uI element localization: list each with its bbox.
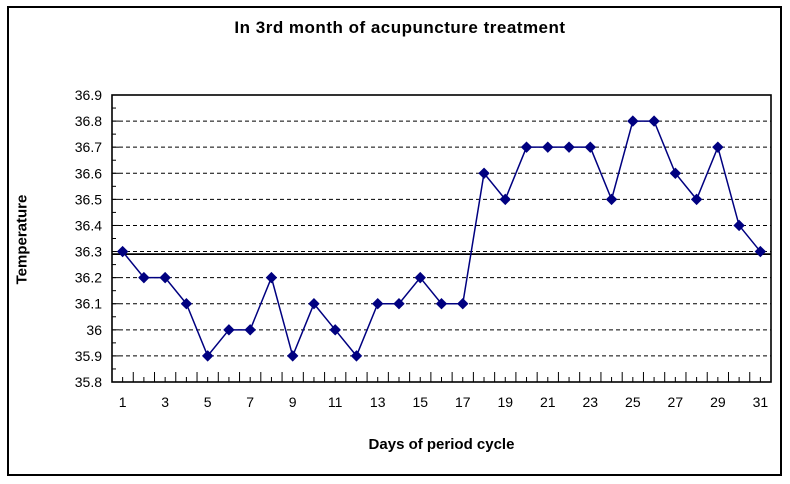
x-axis-title: Days of period cycle — [368, 436, 515, 453]
data-point-marker — [180, 298, 193, 310]
data-point-marker — [542, 141, 554, 153]
x-tick-label: 3 — [161, 394, 169, 410]
data-point-marker — [435, 298, 448, 310]
data-point-marker — [393, 298, 405, 310]
data-point-marker — [712, 141, 724, 153]
x-tick-label: 31 — [753, 394, 769, 410]
x-tick-label: 11 — [328, 394, 343, 410]
x-tick-label: 1 — [119, 394, 127, 410]
x-tick-label: 13 — [370, 394, 386, 410]
data-point-marker — [478, 167, 490, 179]
y-tick-label: 35.8 — [75, 374, 102, 390]
y-tick-label: 36 — [86, 322, 102, 338]
data-point-marker — [159, 271, 171, 284]
data-point-marker — [648, 115, 660, 127]
data-point-marker — [499, 193, 511, 206]
x-tick-label: 15 — [412, 394, 428, 410]
data-point-marker — [733, 219, 745, 232]
data-point-marker — [138, 271, 150, 284]
x-tick-label: 21 — [540, 394, 556, 410]
data-point-marker — [627, 115, 639, 127]
data-point-marker — [223, 324, 235, 336]
y-tick-label: 36.9 — [75, 87, 102, 103]
data-point-marker — [329, 324, 341, 336]
y-tick-label: 36.7 — [75, 139, 102, 155]
data-point-marker — [669, 167, 682, 179]
data-point-marker — [116, 245, 129, 258]
data-point-marker — [308, 298, 320, 310]
y-tick-label: 36.4 — [75, 217, 102, 233]
data-point-marker — [457, 298, 469, 310]
data-point-marker — [350, 350, 363, 362]
x-tick-label: 25 — [625, 394, 641, 410]
data-point-marker — [201, 350, 214, 362]
data-point-marker — [584, 141, 597, 153]
plot-border — [111, 94, 772, 383]
x-tick-label: 29 — [710, 394, 726, 410]
y-tick-label: 36.6 — [75, 165, 102, 181]
y-tick-label: 36.1 — [75, 296, 102, 312]
x-tick-label: 7 — [246, 394, 254, 410]
x-tick-label: 5 — [204, 394, 212, 410]
y-tick-label: 36.2 — [75, 270, 102, 286]
data-point-marker — [372, 298, 384, 310]
data-point-marker — [265, 271, 278, 284]
x-tick-label: 27 — [668, 394, 684, 410]
x-tick-label: 9 — [289, 394, 297, 410]
data-point-marker — [690, 193, 703, 206]
data-point-marker — [605, 193, 618, 206]
chart-title: In 3rd month of acupuncture treatment — [234, 18, 566, 37]
x-tick-label: 17 — [455, 394, 471, 410]
y-tick-label: 36.5 — [75, 191, 102, 207]
data-point-marker — [286, 350, 299, 362]
data-point-marker — [563, 141, 575, 153]
y-tick-label: 36.3 — [75, 244, 102, 260]
data-point-marker — [414, 271, 426, 284]
y-tick-label: 35.9 — [75, 348, 102, 364]
x-tick-label: 19 — [497, 394, 513, 410]
x-tick-label: 23 — [583, 394, 599, 410]
data-point-marker — [520, 141, 533, 153]
data-point-marker — [754, 245, 767, 258]
data-point-marker — [244, 324, 256, 336]
y-tick-label: 36.8 — [75, 113, 102, 129]
